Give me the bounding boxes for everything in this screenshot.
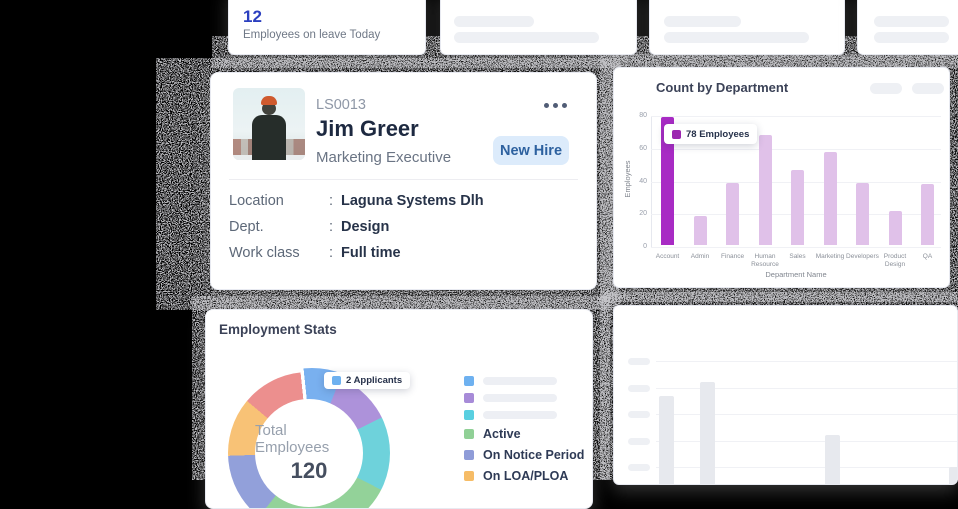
detail-label: Location [229,193,284,209]
y-tick-skeleton [628,358,650,365]
dept-bar-sales[interactable] [791,169,804,245]
detail-separator: : [329,219,334,235]
legend-swatch [464,376,474,386]
employee-card: LS0013 Jim Greer Marketing Executive New… [210,72,597,290]
legend-item[interactable]: Active [464,427,584,441]
x-axis-title: Department Name [765,270,827,279]
leave-label: Employees on leave Today [243,29,381,41]
skeleton-bar [659,396,674,484]
gridline [651,148,941,150]
detail-separator: : [329,193,334,209]
dept-bar-marketing[interactable] [823,151,837,245]
legend-item[interactable] [464,410,584,420]
skeleton-line [454,16,534,27]
legend-swatch [464,429,474,439]
detail-label: Dept. [229,219,264,235]
legend-swatch [464,450,474,460]
skeleton-bar [700,382,715,484]
employment-stats-card: Employment Stats Total Employees 120 2 A… [205,309,593,509]
detail-value: Full time [341,245,401,261]
y-tick-skeleton [628,411,650,418]
y-tick-label: 40 [639,177,647,185]
tooltip-label: 78 Employees [686,128,750,140]
employee-name: Jim Greer [316,116,419,141]
skeleton-line [664,16,741,27]
x-tick-label: QA [922,253,933,260]
tooltip-label: 2 Applicants [346,375,403,386]
employee-id: LS0013 [316,97,366,113]
dept-bar-finance[interactable] [726,182,739,245]
gridline [651,247,941,248]
dashboard-page: { "leave_card": { "count": "12", "count_… [156,0,958,509]
detail-value: Design [341,219,390,235]
legend-swatch [464,393,474,403]
legend-item[interactable]: On Notice Period [464,448,584,462]
stats-legend: Active On Notice Period On LOA/PLOA [464,376,584,483]
detail-value: Laguna Systems Dlh [341,193,484,209]
legend-label-skeleton [483,411,557,419]
stat-card-skeleton [440,0,637,55]
skeleton-line [874,16,949,27]
dept-bar-developers[interactable] [856,182,869,245]
dept-plot: Employees Department Name 78 Employees 8… [614,68,949,287]
new-hire-badge: New Hire [493,136,569,165]
avatar-beanie [261,96,277,105]
donut-tooltip: 2 Applicants [324,372,411,389]
gridline [656,361,957,362]
legend-label: On LOA/PLOA [483,469,569,483]
donut-center-value: 120 [290,458,328,483]
department-chart-card: Count by Department Employees Department… [613,67,950,288]
y-tick-label: 20 [639,210,647,218]
y-tick-skeleton [628,438,650,445]
more-options-icon[interactable] [544,103,567,108]
dept-bar-qa[interactable] [921,184,934,245]
skeleton-bar [825,435,840,484]
legend-label: On Notice Period [483,448,585,462]
employment-donut-chart[interactable]: Total Employees 120 [228,368,393,508]
dept-bar-human-resource[interactable] [758,135,772,245]
y-tick-skeleton [628,464,650,471]
stat-card-skeleton [857,0,958,55]
divider [229,179,578,180]
skeleton-line [664,32,809,43]
skeleton-line [454,32,599,43]
legend-label-skeleton [483,377,557,385]
dept-bar-product-design[interactable] [888,210,902,245]
y-tick-skeleton [628,385,650,392]
avatar-person [252,115,286,160]
donut-center: Total Employees 120 [255,399,363,507]
donut-center-label: Total Employees [255,422,330,456]
bar-tooltip: 78 Employees [664,124,758,144]
employee-role: Marketing Executive [316,149,452,166]
skeleton-line [874,32,949,43]
employment-stats-title: Employment Stats [219,322,337,337]
y-tick-label: 80 [639,112,647,119]
legend-item[interactable]: On LOA/PLOA [464,469,584,483]
detail-separator: : [329,245,334,261]
y-tick-label: 60 [639,144,647,152]
legend-label: Active [483,427,521,441]
employee-avatar [233,88,305,160]
tooltip-swatch [332,376,341,385]
leave-stat-card[interactable]: 12 Employees on leave Today [228,0,426,55]
legend-label-skeleton [483,394,557,402]
skeleton-bar [949,467,957,484]
dept-bar-admin[interactable] [693,215,707,245]
detail-label: Work class [229,245,300,261]
legend-item[interactable] [464,393,584,403]
leave-count: 12 [243,7,262,26]
legend-item[interactable] [464,376,584,386]
stat-card-skeleton [649,0,845,55]
tooltip-swatch [672,129,681,139]
legend-swatch [464,410,474,420]
y-tick-label: 0 [643,243,647,250]
gridline [651,116,941,117]
skeleton-chart-card [613,305,958,485]
